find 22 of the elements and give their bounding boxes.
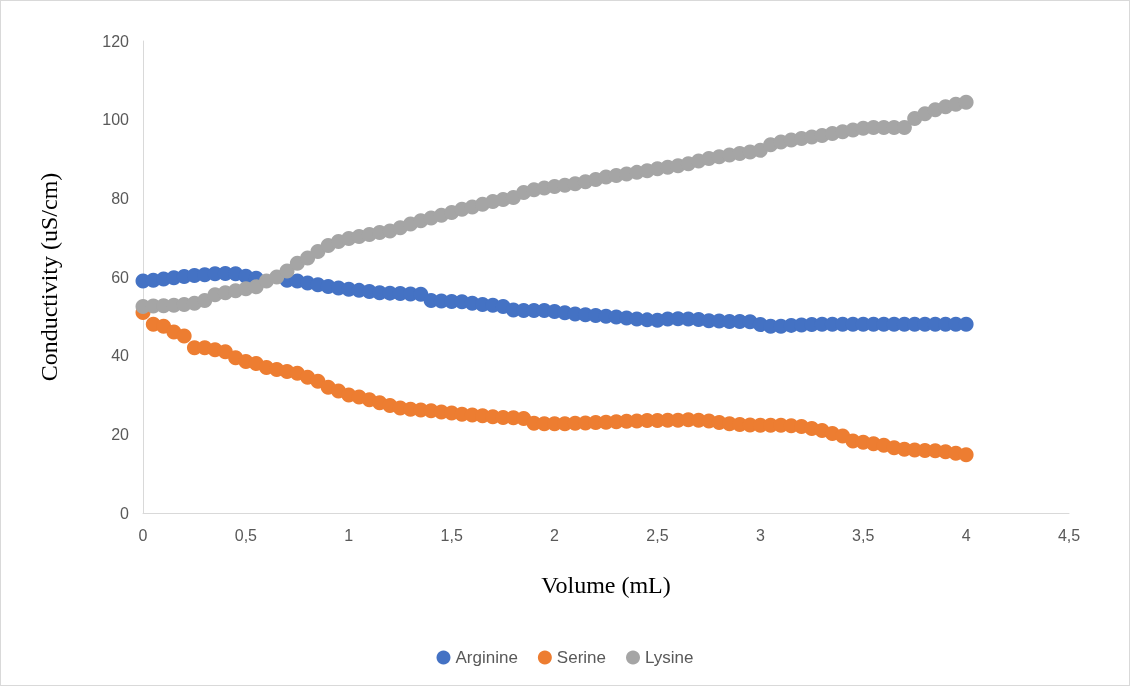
legend-label: Lysine <box>645 648 694 667</box>
y-tick-label: 40 <box>111 347 130 365</box>
x-tick-label: 4 <box>961 526 971 544</box>
y-axis-title: Conductivity (uS/cm) <box>36 172 62 382</box>
y-tick-label: 100 <box>102 111 130 129</box>
x-tick-label: 3,5 <box>852 526 875 544</box>
legend-label: Serine <box>556 648 606 667</box>
x-tick-label: 4,5 <box>1057 526 1081 544</box>
x-tick-label: 1,5 <box>440 526 463 544</box>
y-tick-label: 20 <box>111 425 130 443</box>
x-tick-label: 3 <box>755 526 765 544</box>
y-tick-label: 0 <box>120 504 130 522</box>
x-tick-label: 0,5 <box>234 526 258 544</box>
y-tick-label: 60 <box>111 268 130 286</box>
x-tick-label: 2,5 <box>646 526 669 544</box>
legend-label: Arginine <box>455 648 518 667</box>
x-tick-label: 0 <box>138 526 148 544</box>
y-tick-label: 120 <box>102 32 130 50</box>
x-tick-label: 2 <box>550 526 560 544</box>
y-tick-label: 80 <box>111 189 130 207</box>
x-axis-title: Volume (mL) <box>541 572 671 598</box>
x-tick-label: 1 <box>344 526 354 544</box>
